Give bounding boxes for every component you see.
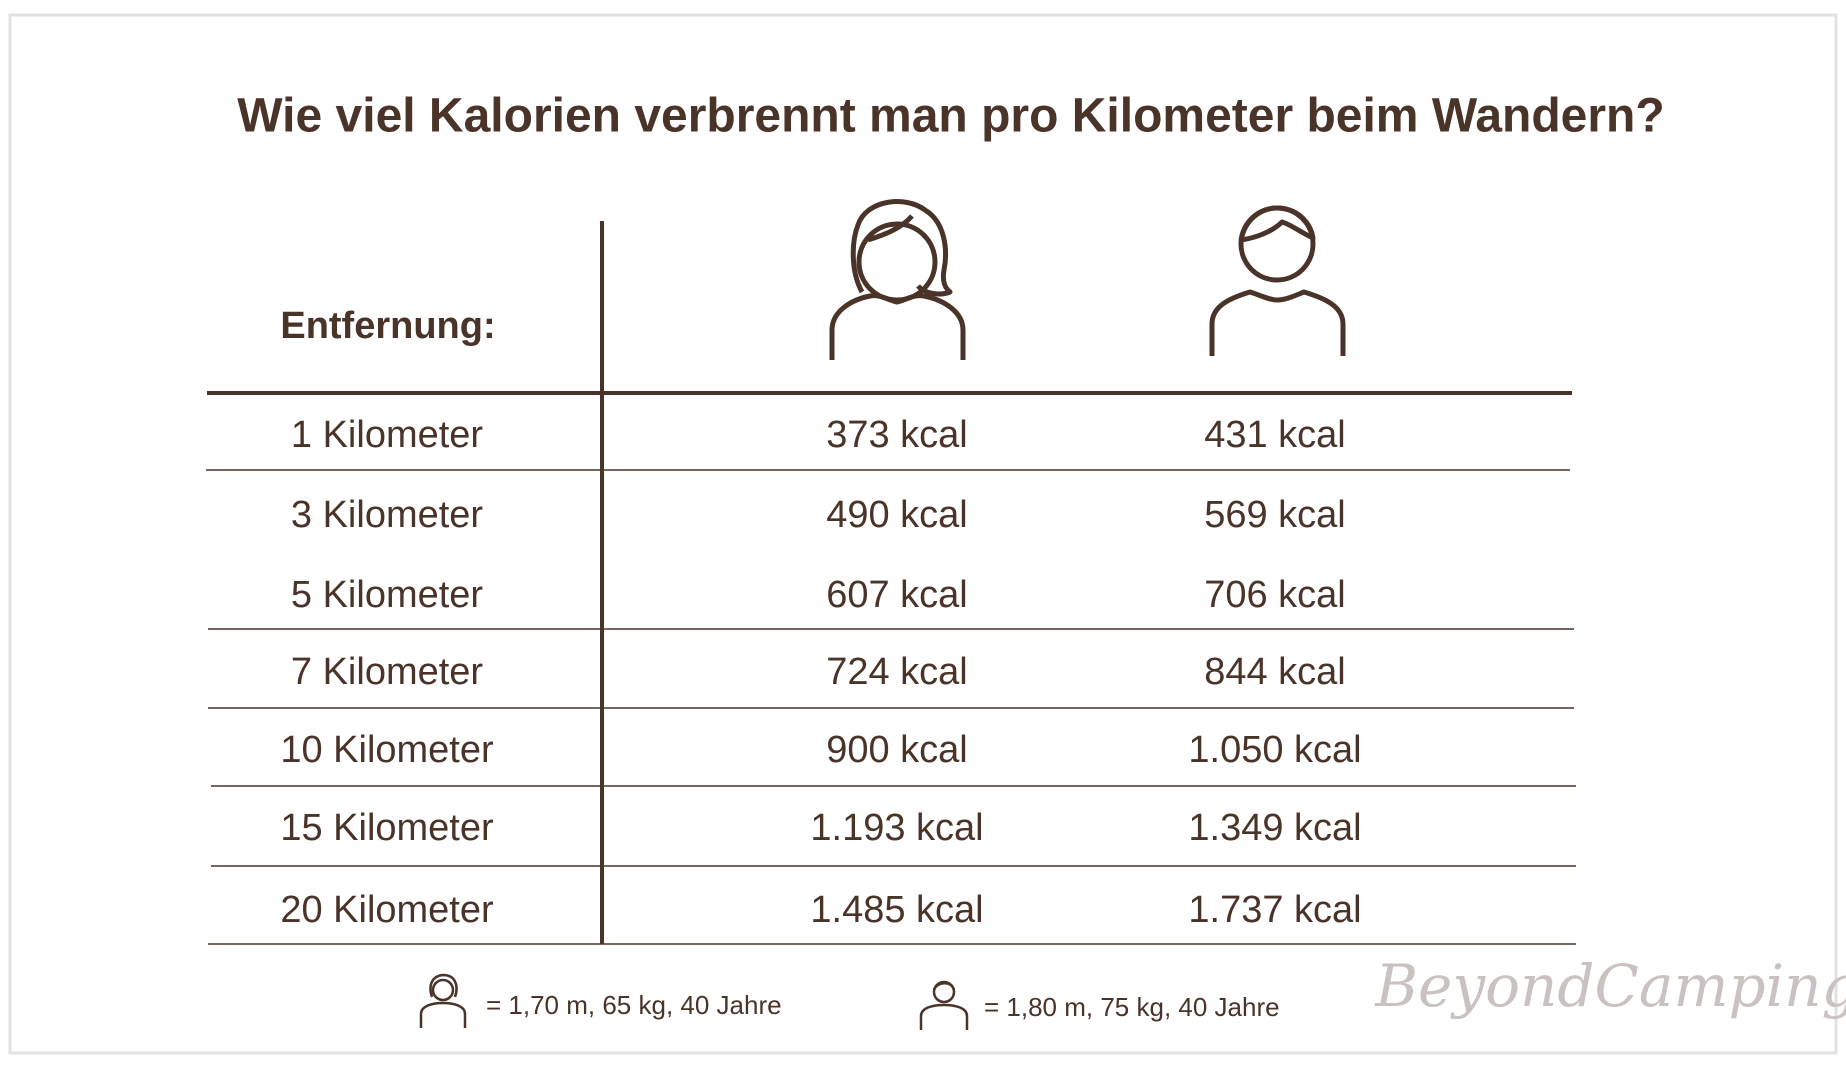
distance-cell: 1 Kilometer [291, 414, 484, 456]
distance-cell: 3 Kilometer [291, 494, 484, 536]
distance-cell: 20 Kilometer [280, 889, 494, 931]
column-header: Entfernung: [280, 305, 495, 347]
table-body: 1 Kilometer 373 kcal 431 kcal 3 Kilometer 49… [280, 414, 1361, 931]
female-kcal-cell: 1.193 kcal [810, 807, 983, 849]
male-kcal-cell: 844 kcal [1204, 651, 1346, 693]
frame [8, 13, 1838, 1055]
female-kcal-cell: 373 kcal [826, 414, 968, 456]
female-kcal-cell: 900 kcal [826, 729, 968, 771]
legend-text: = 1,80 m, 75 kg, 40 Jahre [984, 992, 1280, 1022]
male-kcal-cell: 569 kcal [1204, 494, 1346, 536]
title: Wie viel Kalorien verbrennt man pro Kilo… [237, 90, 1664, 143]
male-kcal-cell: 706 kcal [1204, 574, 1346, 616]
legend-man-icon [919, 980, 969, 1030]
male-kcal-cell: 431 kcal [1204, 414, 1346, 456]
female-kcal-cell: 490 kcal [826, 494, 968, 536]
distance-cell: 15 Kilometer [280, 807, 494, 849]
distance-cell: 10 Kilometer [280, 729, 494, 771]
distance-cell: 7 Kilometer [291, 651, 484, 693]
male-kcal-cell: 1.349 kcal [1188, 807, 1361, 849]
distance-cell: 5 Kilometer [291, 574, 484, 616]
legend-woman-icon [419, 973, 467, 1028]
man-icon [1209, 205, 1346, 356]
female-kcal-cell: 607 kcal [826, 574, 968, 616]
female-kcal-cell: 1.485 kcal [810, 889, 983, 931]
row-rules [206, 469, 1576, 945]
male-kcal-cell: 1.050 kcal [1188, 729, 1361, 771]
female-kcal-cell: 724 kcal [826, 651, 968, 693]
legend-text: = 1,70 m, 65 kg, 40 Jahre [486, 990, 782, 1020]
woman-icon [829, 199, 966, 360]
male-kcal-cell: 1.737 kcal [1188, 889, 1361, 931]
brand-logo: BeyondCamping [1374, 952, 1846, 1020]
